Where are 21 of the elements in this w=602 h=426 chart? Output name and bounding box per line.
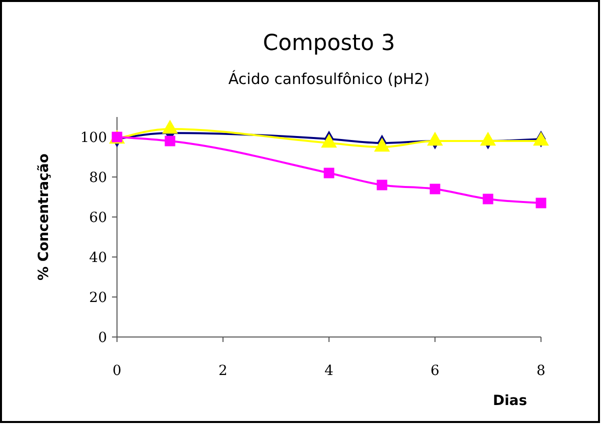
x-tick-label: 2 [218, 363, 228, 379]
x-axis-title: Dias [492, 393, 528, 409]
chart-subtitle: Ácido canfosulfônico (pH2) [228, 70, 430, 88]
y-tick-label: 0 [98, 330, 107, 346]
y-tick-label: 20 [89, 290, 107, 306]
y-tick-label: 100 [80, 130, 107, 146]
x-tick-label: 0 [112, 363, 122, 379]
point [324, 168, 334, 178]
point [536, 198, 546, 208]
point [164, 136, 176, 146]
y-tick-label: 60 [89, 210, 107, 226]
chart-title: Composto 3 [262, 31, 396, 56]
x-tick-label: 8 [536, 363, 546, 379]
x-tick-label: 6 [430, 363, 440, 379]
point [376, 180, 388, 190]
point [482, 194, 494, 204]
point [430, 184, 440, 194]
x-tick-label: 4 [324, 363, 334, 379]
y-axis-title: % Concentração [36, 153, 52, 280]
y-tick-label: 80 [89, 170, 107, 186]
y-tick-label: 40 [89, 250, 107, 266]
